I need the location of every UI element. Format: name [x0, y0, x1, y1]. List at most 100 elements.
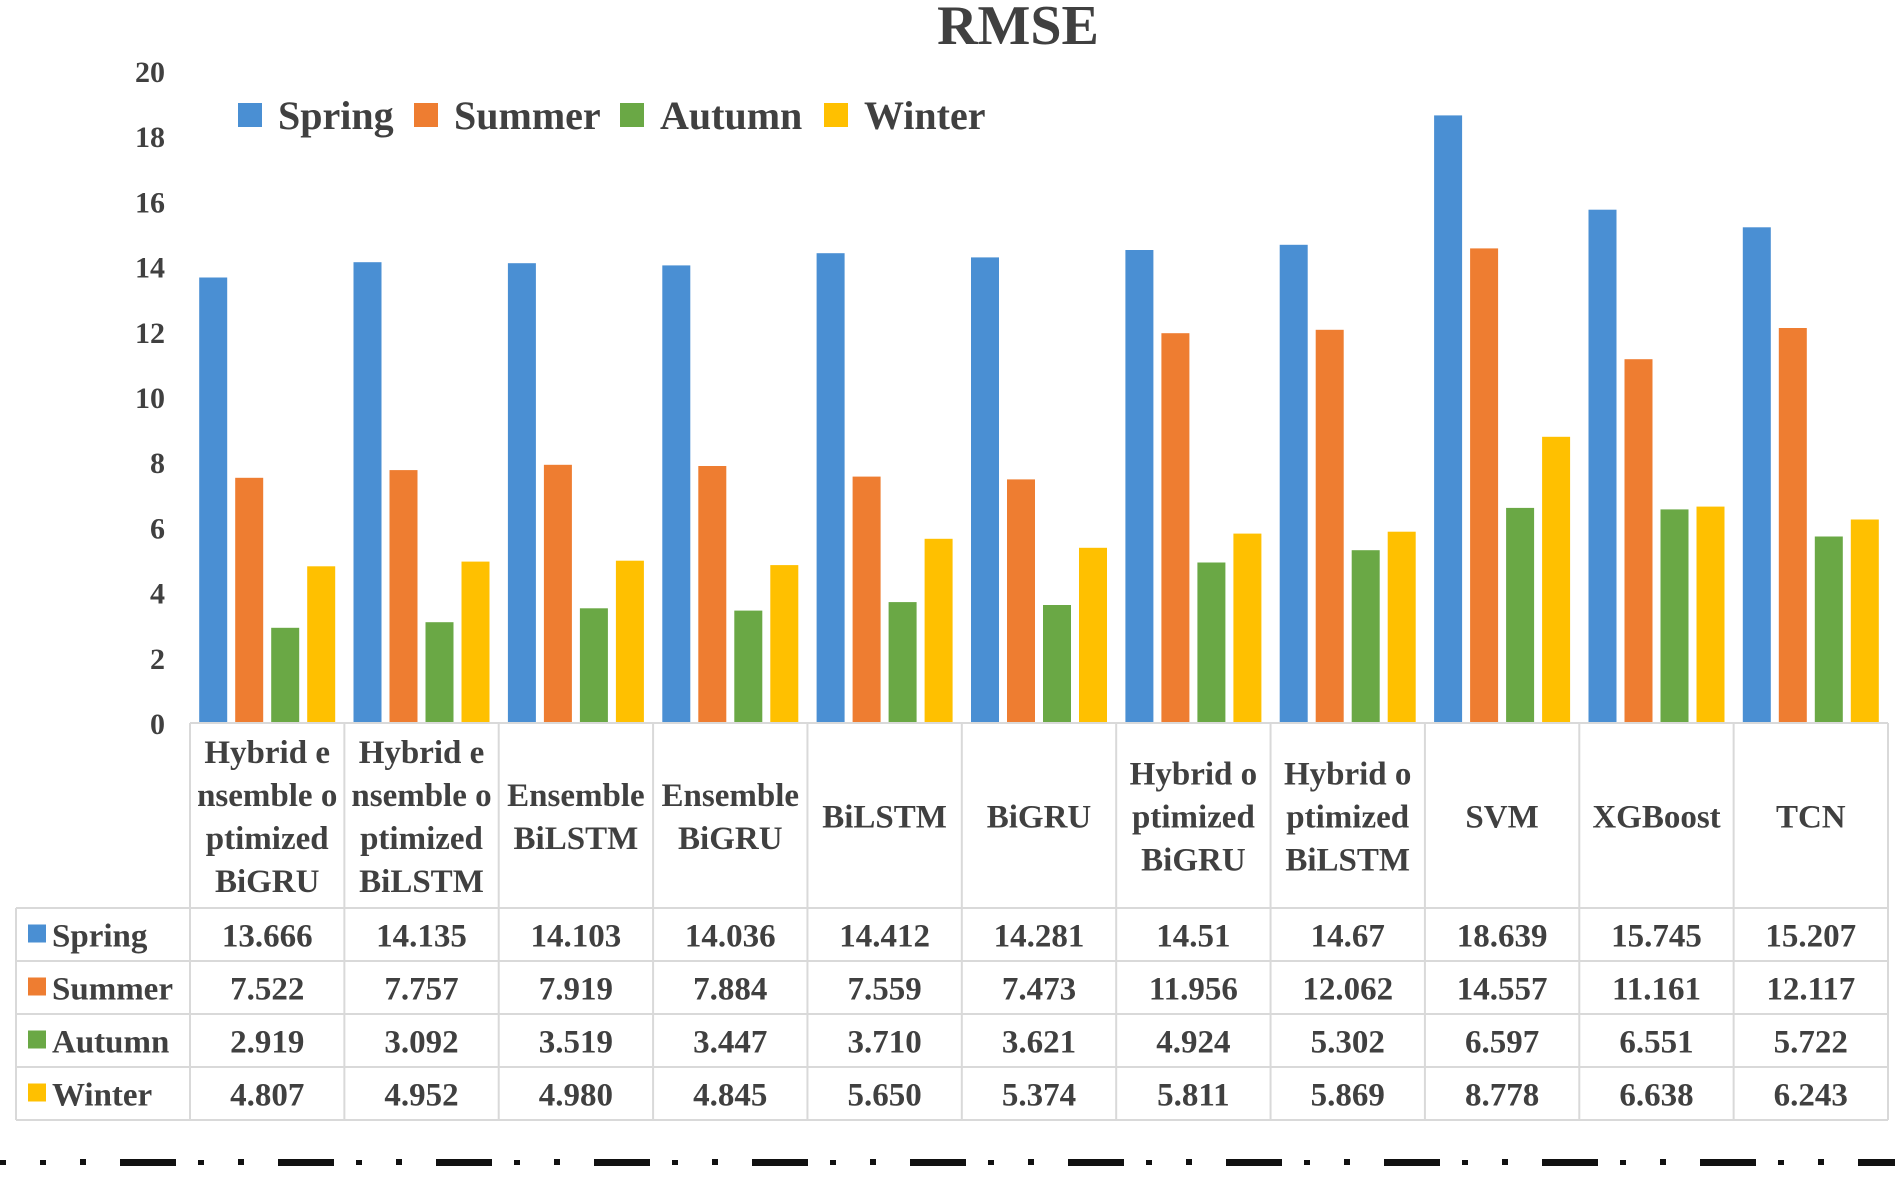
category-label: Hybrid e: [204, 735, 330, 771]
bar-spring-2: [507, 263, 536, 723]
divider-dot: [396, 1159, 402, 1165]
table-cell-value: 4.980: [539, 1078, 613, 1114]
bar-autumn-0: [271, 627, 300, 723]
table-cell-value: 4.845: [693, 1078, 767, 1114]
table-cell-value: 12.117: [1766, 972, 1855, 1008]
divider-dot: [632, 1160, 638, 1165]
divider-dash: [910, 1159, 966, 1166]
legend-swatch: [620, 103, 644, 127]
bar-spring-6: [1125, 250, 1154, 723]
category-label: Ensemble: [507, 778, 645, 814]
table-cell-value: 18.639: [1457, 919, 1548, 955]
divider-dot: [1580, 1160, 1586, 1165]
bar-winter-3: [770, 565, 799, 723]
table-cell-value: 7.919: [539, 972, 613, 1008]
table-cell-value: 6.597: [1465, 1025, 1539, 1061]
divider-dot: [474, 1160, 480, 1165]
bar-winter-6: [1233, 533, 1262, 723]
table-cell-value: 14.412: [839, 919, 930, 955]
category-label: Hybrid e: [359, 735, 485, 771]
y-tick-label: 2: [150, 643, 165, 676]
divider-dash: [436, 1159, 492, 1166]
table-cell-value: 4.952: [384, 1078, 458, 1114]
category-label: ptimized: [360, 821, 483, 857]
y-tick-label: 16: [135, 186, 165, 219]
bar-autumn-1: [425, 622, 454, 723]
category-label: BiLSTM: [514, 821, 639, 857]
divider-dot: [988, 1160, 994, 1165]
legend-item-summer: Summer: [414, 93, 601, 138]
bar-summer-8: [1470, 248, 1499, 723]
divider-dash: [752, 1159, 808, 1166]
row-swatch: [28, 1030, 46, 1049]
table-cell-value: 5.374: [1002, 1078, 1076, 1114]
bar-winter-10: [1850, 519, 1879, 723]
table-cell-value: 5.811: [1157, 1078, 1229, 1114]
category-label: BiGRU: [987, 800, 1092, 836]
bar-spring-9: [1588, 209, 1617, 723]
bar-winter-1: [461, 561, 490, 723]
legend-swatch: [414, 103, 438, 127]
bar-autumn-4: [888, 602, 917, 723]
divider-dot: [1028, 1159, 1034, 1165]
divider-dot: [1620, 1160, 1626, 1165]
bar-summer-2: [543, 464, 572, 723]
bar-autumn-2: [579, 608, 608, 723]
table-cell-value: 14.557: [1457, 972, 1548, 1008]
divider-dash: [1226, 1159, 1282, 1166]
bar-spring-7: [1279, 244, 1308, 724]
category-label: ptimized: [206, 821, 329, 857]
legend-swatch: [238, 103, 262, 127]
category-label: BiGRU: [678, 821, 783, 857]
divider-dash: [1542, 1159, 1598, 1166]
y-tick-label: 8: [150, 447, 165, 480]
divider-dot: [948, 1160, 954, 1165]
bar-spring-10: [1742, 227, 1771, 724]
divider-dot: [1502, 1159, 1508, 1165]
bar-winter-8: [1542, 436, 1571, 723]
category-label: nsemble o: [351, 778, 491, 814]
table-row-autumn: Autumn 2.919 3.092 3.519 3.447 3.710 3.621 4.92…: [28, 1025, 1848, 1061]
category-label: ptimized: [1286, 800, 1409, 836]
bar-autumn-9: [1660, 509, 1689, 723]
table-cell-value: 7.522: [230, 972, 304, 1008]
divider-dot: [790, 1160, 796, 1165]
bar-spring-5: [971, 257, 999, 723]
y-tick-label: 0: [150, 708, 165, 741]
y-tick-label: 4: [150, 578, 165, 611]
divider-dot: [1462, 1160, 1468, 1165]
divider-dot: [80, 1159, 86, 1165]
category-label: Ensemble: [662, 778, 800, 814]
bar-autumn-3: [734, 610, 763, 723]
category-label: Hybrid o: [1130, 757, 1257, 793]
legend-label: Winter: [864, 93, 985, 138]
divider-dot: [554, 1159, 560, 1165]
divider-dot: [40, 1160, 46, 1165]
divider-dot: [238, 1159, 244, 1165]
row-swatch: [28, 924, 46, 943]
row-label: Autumn: [52, 1025, 169, 1061]
divider-dash: [1068, 1159, 1124, 1166]
legend-item-spring: Spring: [238, 93, 394, 138]
category-label: BiGRU: [215, 864, 320, 900]
table-cell-value: 4.807: [230, 1078, 304, 1114]
divider-dot: [1778, 1160, 1784, 1165]
bar-summer-9: [1624, 359, 1653, 723]
row-swatch: [28, 977, 46, 996]
legend: Spring Summer Autumn Winter: [238, 93, 985, 138]
table-cell-value: 4.924: [1156, 1025, 1230, 1061]
bar-winter-9: [1696, 506, 1725, 723]
divider-dash: [1384, 1159, 1440, 1166]
bar-summer-0: [235, 477, 264, 723]
divider-dot: [0, 1160, 6, 1165]
table-cell-value: 7.757: [384, 972, 458, 1008]
table-cell-value: 15.207: [1765, 919, 1856, 955]
divider-dot: [1186, 1159, 1192, 1165]
divider-dot: [198, 1160, 204, 1165]
y-tick-label: 10: [135, 382, 165, 415]
table-cell-value: 14.103: [531, 919, 622, 955]
y-tick-label: 20: [135, 56, 165, 89]
bar-spring-3: [662, 265, 691, 723]
bar-spring-1: [353, 262, 382, 723]
legend-label: Summer: [454, 93, 601, 138]
